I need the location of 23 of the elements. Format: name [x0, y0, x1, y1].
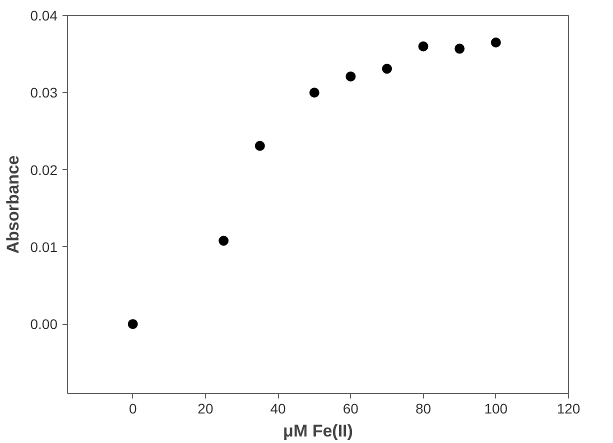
y-axis-title: Absorbance [3, 155, 22, 254]
x-tick-label: 100 [484, 400, 508, 416]
point [128, 319, 138, 330]
x-tick-label: 20 [198, 400, 214, 416]
x-tick-label: 40 [270, 400, 286, 416]
y-tick-label: 0.01 [30, 238, 58, 255]
x-tick-label: 60 [342, 400, 359, 416]
point [346, 71, 356, 82]
point [490, 38, 501, 48]
x-axis-title: μM Fe(II) [283, 422, 353, 440]
y-tick-label: 0.04 [30, 8, 58, 24]
point [218, 236, 229, 246]
y-tick-label: 0.03 [30, 84, 58, 101]
x-tick-label: 120 [556, 400, 580, 416]
point [309, 88, 320, 98]
x-tick-label: 0 [128, 400, 137, 416]
point [418, 41, 428, 52]
point [382, 64, 392, 74]
y-tick-label: 0.00 [30, 316, 58, 332]
y-tick-label: 0.02 [30, 162, 58, 178]
point [454, 44, 465, 54]
point [254, 140, 265, 151]
x-tick-label: 80 [415, 400, 432, 416]
